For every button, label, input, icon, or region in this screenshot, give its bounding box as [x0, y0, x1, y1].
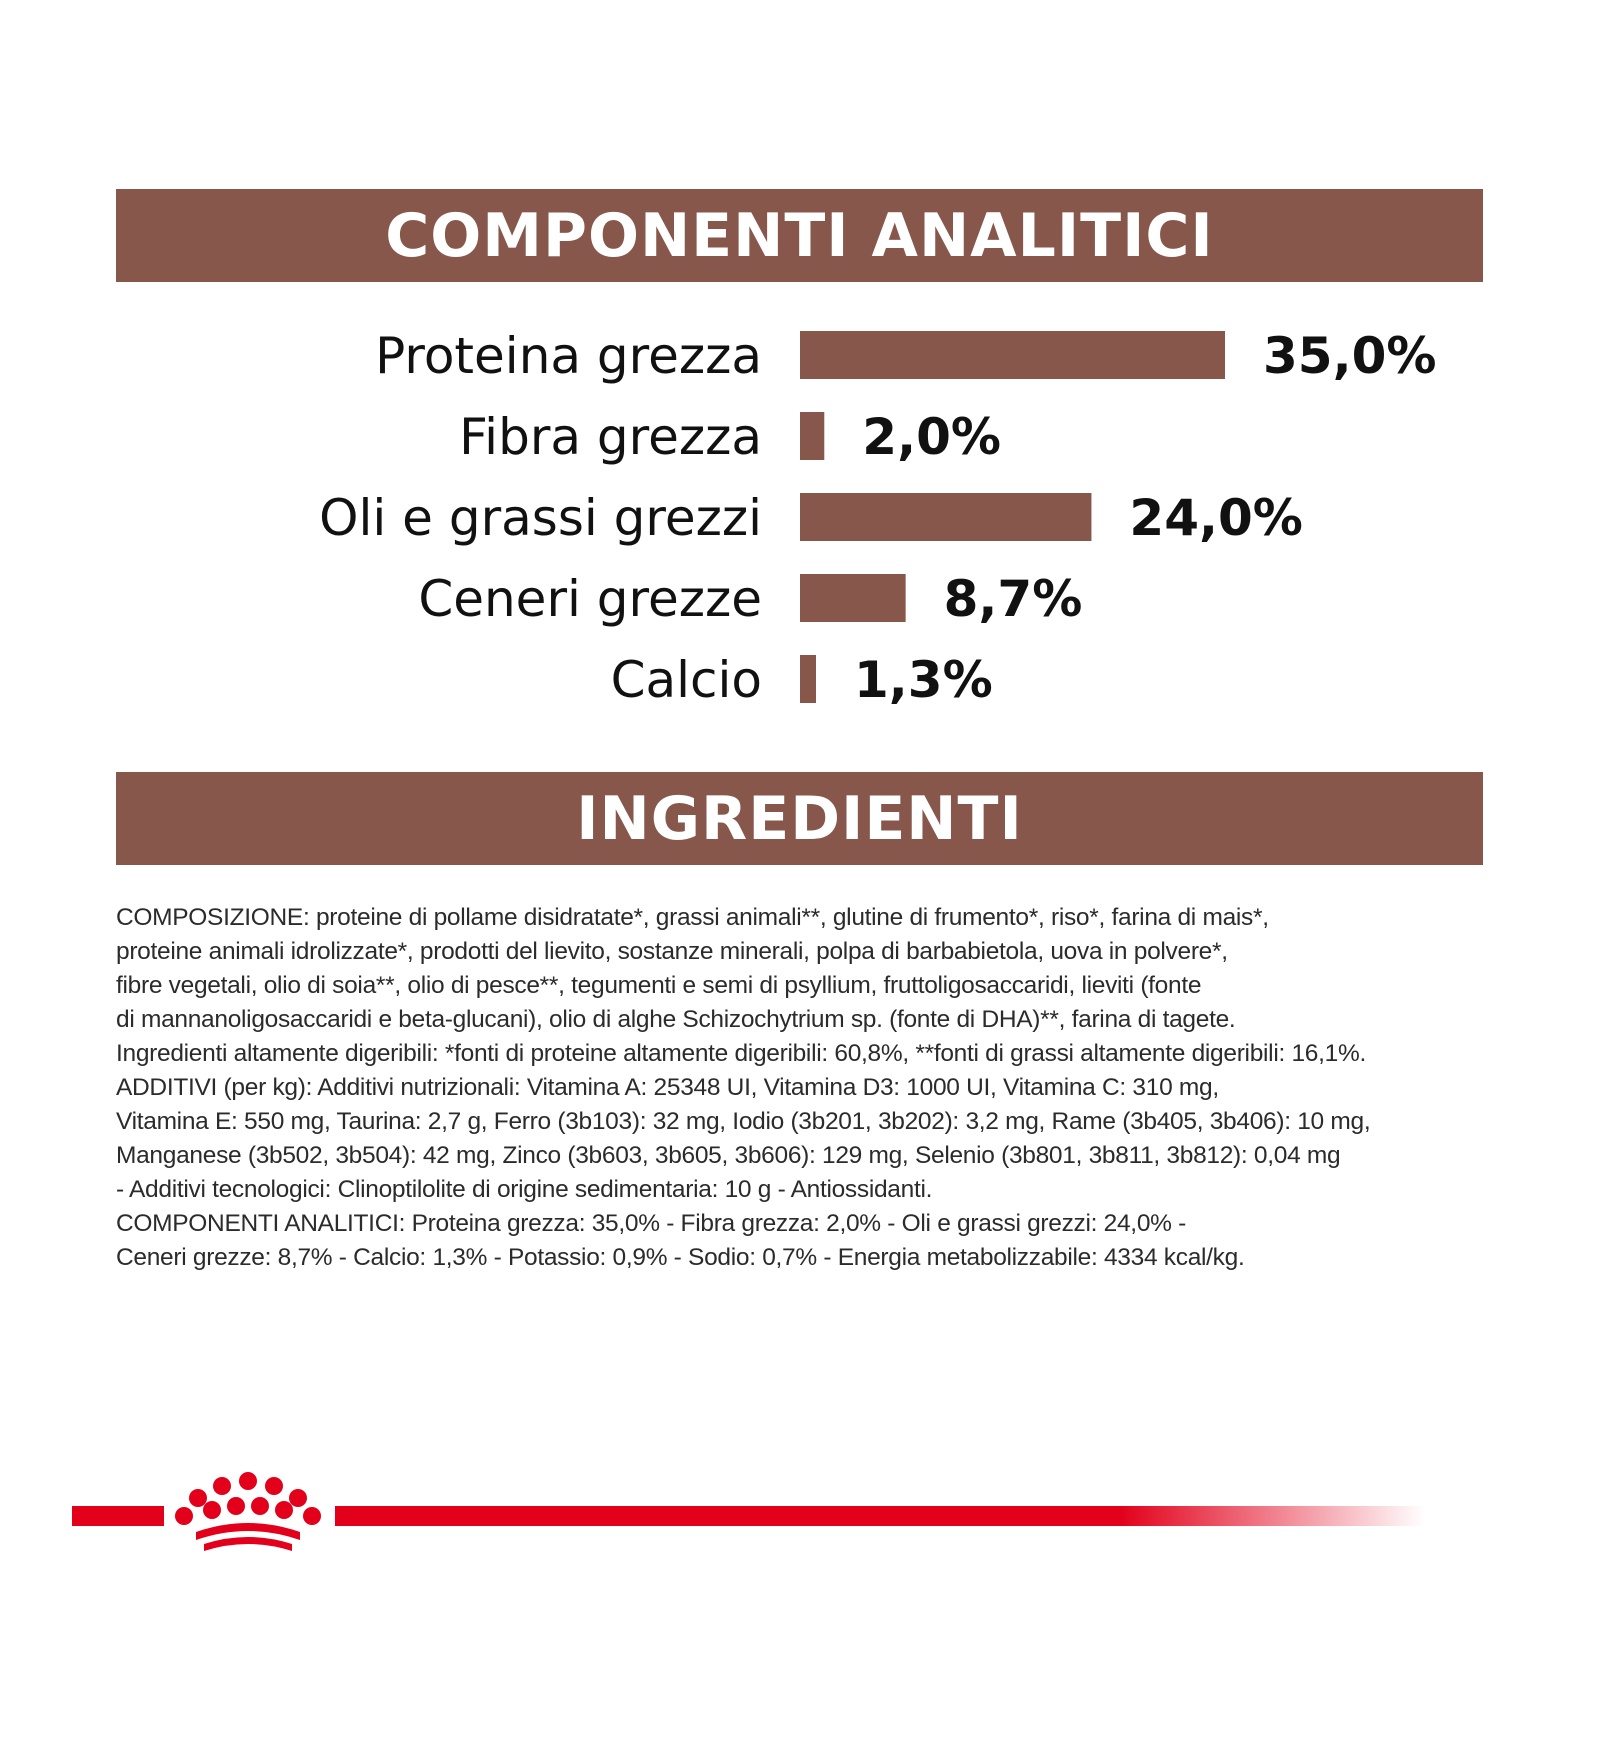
bar-category-label: Calcio	[611, 651, 762, 709]
brand-line-left	[72, 1506, 164, 1526]
bar	[800, 493, 1092, 541]
ingredients-section-title: INGREDIENTI	[576, 783, 1023, 854]
ingredients-line: di mannanoligosaccaridi e beta-glucani),…	[116, 1006, 1236, 1033]
crown-logo-icon	[175, 1472, 321, 1551]
ingredients-section-header: INGREDIENTI	[116, 772, 1483, 865]
bar	[800, 655, 816, 703]
ingredients-line: Manganese (3b502, 3b504): 42 mg, Zinco (…	[116, 1142, 1341, 1169]
bar-value-label: 8,7%	[944, 570, 1083, 628]
ingredients-line: Ceneri grezze: 8,7% - Calcio: 1,3% - Pot…	[116, 1244, 1245, 1271]
bar-category-label: Proteina grezza	[375, 327, 762, 385]
bar-category-label: Oli e grassi grezzi	[319, 489, 762, 547]
ingredients-line: proteine animali idrolizzate*, prodotti …	[116, 938, 1228, 965]
ingredients-line: - Additivi tecnologici: Clinoptilolite d…	[116, 1176, 933, 1203]
bar-category-label: Ceneri grezze	[418, 570, 762, 628]
brand-line-right	[335, 1506, 1425, 1526]
ingredients-line: fibre vegetali, olio di soia**, olio di …	[116, 972, 1202, 999]
ingredients-composition-text: COMPOSIZIONE: proteine di pollame disidr…	[116, 901, 1486, 1275]
ingredients-line: COMPOSIZIONE: proteine di pollame disidr…	[116, 904, 1269, 931]
analytics-bar-chart: Proteina grezza 35,0% Fibra grezza 2,0% Oli …	[319, 327, 1436, 709]
bar-value-label: 1,3%	[854, 651, 993, 709]
bar-value-label: 24,0%	[1129, 489, 1302, 547]
ingredients-line: Vitamina E: 550 mg, Taurina: 2,7 g, Ferr…	[116, 1108, 1371, 1135]
ingredients-line: Ingredienti altamente digeribili: *fonti…	[116, 1040, 1366, 1067]
ingredients-line: ADDITIVI (per kg): Additivi nutrizionali…	[116, 1074, 1219, 1101]
bar	[800, 412, 825, 460]
bar	[800, 331, 1225, 379]
brand-footer-strip	[72, 1472, 1425, 1551]
bar-value-label: 2,0%	[862, 408, 1001, 466]
analytics-section-header: COMPONENTI ANALITICI	[116, 189, 1483, 282]
bar-category-label: Fibra grezza	[459, 408, 762, 466]
analytics-section-title: COMPONENTI ANALITICI	[385, 200, 1214, 271]
bar	[800, 574, 906, 622]
bar-value-label: 35,0%	[1263, 327, 1436, 385]
ingredients-line: COMPONENTI ANALITICI: Proteina grezza: 3…	[116, 1210, 1186, 1237]
